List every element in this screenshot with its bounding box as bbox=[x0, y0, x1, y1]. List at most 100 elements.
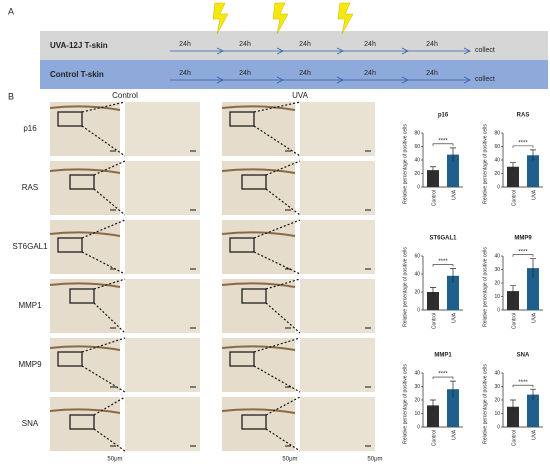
arrow-head bbox=[401, 76, 409, 84]
y-tick-label: 20 bbox=[414, 171, 420, 177]
error-bar bbox=[510, 162, 516, 171]
arrow-head bbox=[336, 47, 344, 55]
roi-box bbox=[69, 414, 95, 430]
y-tick-label: 60 bbox=[414, 144, 420, 150]
y-axis-label: Relative percentage of positive cells bbox=[402, 247, 408, 327]
roi-link bbox=[265, 302, 301, 334]
y-tick-label: 40 bbox=[414, 271, 420, 277]
error-bar bbox=[510, 285, 516, 297]
y-tick-label: 20 bbox=[494, 397, 500, 403]
significance-bracket bbox=[512, 384, 534, 388]
row-name: Control T-skin bbox=[50, 70, 104, 79]
y-tick-label: 0 bbox=[497, 424, 500, 430]
interval-label: 24h bbox=[239, 41, 251, 48]
micrograph bbox=[222, 397, 295, 451]
y-tick-label: 10 bbox=[494, 294, 500, 300]
arrow-head bbox=[216, 76, 224, 84]
micrograph bbox=[50, 279, 120, 333]
row-label: MMP9 bbox=[18, 360, 42, 369]
roi-link bbox=[253, 365, 301, 393]
y-tick-label: 0 bbox=[417, 424, 420, 430]
y-tick-label: 60 bbox=[494, 144, 500, 150]
y-tick-label: 80 bbox=[414, 130, 420, 136]
roi-link bbox=[93, 302, 126, 334]
bar bbox=[447, 389, 459, 427]
y-tick-label: 40 bbox=[494, 157, 500, 163]
roi-box bbox=[241, 288, 267, 304]
tissue-edge bbox=[49, 345, 121, 351]
micrograph bbox=[300, 161, 375, 215]
error-bar bbox=[450, 380, 456, 398]
bar bbox=[507, 291, 519, 310]
roi-box bbox=[57, 111, 83, 127]
tissue-edge bbox=[221, 231, 296, 237]
y-tick-label: 20 bbox=[414, 289, 420, 295]
significance-bracket bbox=[432, 143, 454, 146]
y-axis-label: Relative percentage of positive cells bbox=[402, 124, 408, 204]
micrograph bbox=[125, 397, 200, 451]
roi-link bbox=[93, 396, 126, 416]
x-tick-label: UVA bbox=[531, 312, 537, 323]
significance-label: **** bbox=[518, 249, 528, 255]
chart-title: RAS bbox=[517, 113, 530, 119]
bar bbox=[507, 166, 519, 187]
y-tick-label: 30 bbox=[494, 384, 500, 390]
y-tick-label: 80 bbox=[494, 130, 500, 136]
error-bar bbox=[430, 399, 436, 411]
y-tick-label: 40 bbox=[494, 253, 500, 259]
roi-box bbox=[229, 351, 255, 367]
control-bar bbox=[40, 60, 548, 89]
error-bar bbox=[530, 258, 536, 278]
roi-box bbox=[241, 174, 267, 190]
roi-link bbox=[265, 396, 301, 416]
arrow-head bbox=[216, 47, 224, 55]
y-axis-label: Relative percentage of positive cells bbox=[402, 364, 408, 444]
y-tick-label: 40 bbox=[494, 370, 500, 376]
x-tick-label: Control bbox=[511, 313, 517, 329]
y-tick-label: 40 bbox=[414, 370, 420, 376]
roi-box bbox=[241, 414, 267, 430]
tissue-edge bbox=[221, 282, 296, 288]
bar bbox=[527, 268, 539, 310]
tissue-edge bbox=[221, 408, 296, 414]
roi-link bbox=[265, 428, 301, 452]
x-tick-label: Control bbox=[511, 430, 517, 446]
bar bbox=[447, 154, 459, 187]
y-tick-label: 20 bbox=[494, 171, 500, 177]
significance-bracket bbox=[432, 376, 454, 380]
x-tick-label: Control bbox=[511, 190, 517, 206]
interval-label: 24h bbox=[179, 41, 191, 48]
chart-title: MMP1 bbox=[434, 353, 452, 359]
micrograph bbox=[125, 338, 200, 392]
error-bar bbox=[530, 149, 536, 161]
interval-label: 24h bbox=[239, 70, 251, 77]
x-tick-label: UVA bbox=[451, 189, 457, 200]
arrow-head bbox=[336, 76, 344, 84]
y-tick-label: 10 bbox=[414, 411, 420, 417]
arrow-head bbox=[276, 47, 284, 55]
x-tick-label: UVA bbox=[531, 429, 537, 440]
micrograph bbox=[222, 279, 295, 333]
bar bbox=[527, 394, 539, 427]
micrograph bbox=[125, 220, 200, 274]
micrograph bbox=[300, 102, 375, 156]
roi-link bbox=[81, 365, 126, 393]
row-label: ST6GAL1 bbox=[12, 242, 48, 251]
roi-box bbox=[57, 351, 83, 367]
micrograph bbox=[125, 161, 200, 215]
roi-link bbox=[93, 160, 126, 176]
roi-box bbox=[229, 237, 255, 253]
significance-bracket bbox=[432, 264, 454, 267]
roi-link bbox=[253, 337, 301, 353]
roi-box bbox=[57, 237, 83, 253]
error-bar bbox=[450, 268, 456, 283]
roi-box bbox=[69, 174, 95, 190]
panel-label: B bbox=[8, 91, 14, 101]
error-bar bbox=[510, 399, 516, 414]
tissue-edge bbox=[49, 282, 121, 288]
y-axis-label: Relative percentage of positive cells bbox=[482, 247, 488, 327]
error-bar bbox=[450, 147, 456, 162]
micrograph bbox=[125, 102, 200, 156]
micrograph bbox=[300, 279, 375, 333]
